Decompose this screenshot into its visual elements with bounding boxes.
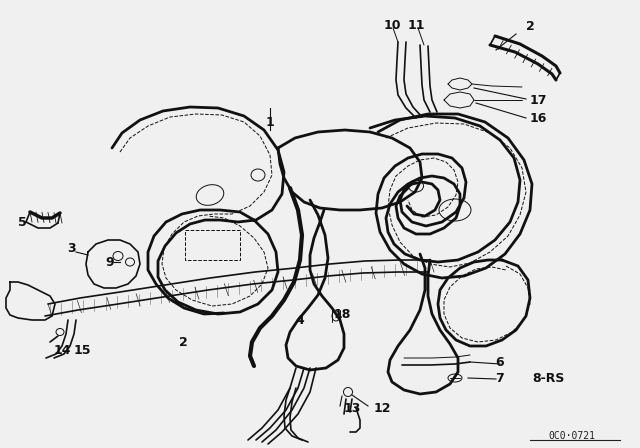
Text: 2: 2	[179, 336, 188, 349]
Text: 3: 3	[68, 241, 76, 254]
Text: 17: 17	[530, 94, 547, 107]
Text: 7: 7	[495, 371, 504, 384]
Text: 8-RS: 8-RS	[532, 371, 564, 384]
Text: 0C0·0721: 0C0·0721	[548, 431, 595, 441]
Text: 2: 2	[525, 20, 534, 33]
Text: 4: 4	[296, 314, 305, 327]
Text: 15: 15	[73, 344, 91, 357]
Text: 12: 12	[373, 401, 391, 414]
Text: 5: 5	[18, 215, 26, 228]
Text: 9: 9	[106, 255, 115, 268]
Text: 1: 1	[266, 116, 275, 129]
Text: 6: 6	[496, 356, 504, 369]
Text: 11: 11	[407, 18, 425, 31]
Text: 10: 10	[383, 18, 401, 31]
Text: 13: 13	[343, 401, 361, 414]
Text: 14: 14	[53, 344, 71, 357]
Text: 16: 16	[530, 112, 547, 125]
Text: 18: 18	[333, 307, 351, 320]
